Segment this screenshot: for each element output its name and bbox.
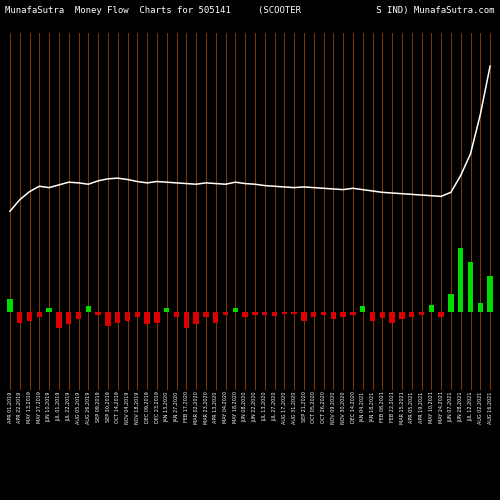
Bar [350,312,356,316]
Bar [27,312,32,320]
Bar [468,262,473,312]
Bar [242,312,248,317]
Bar [321,312,326,314]
Bar [438,312,444,317]
Bar [262,312,268,314]
Bar [105,312,110,326]
Bar [448,294,454,312]
Bar [144,312,150,324]
Bar [488,276,493,312]
Bar [419,312,424,316]
Bar [174,312,179,317]
Bar [86,306,91,312]
Bar [7,300,12,312]
Bar [213,312,218,322]
Bar [184,312,189,328]
Bar [428,304,434,312]
Bar [370,312,375,320]
Bar [115,312,120,322]
Bar [164,308,170,312]
Bar [17,312,22,322]
Bar [194,312,199,324]
Bar [478,303,483,312]
Bar [272,312,277,316]
Bar [232,308,238,312]
Bar [292,312,297,314]
Bar [96,312,101,316]
Text: MunafaSutra  Money Flow  Charts for 505141: MunafaSutra Money Flow Charts for 505141 [5,6,231,15]
Bar [330,312,336,319]
Bar [340,312,346,317]
Bar [76,312,81,319]
Bar [66,312,71,324]
Bar [311,312,316,317]
Bar [56,312,62,328]
Bar [282,312,287,314]
Bar [399,312,404,319]
Bar [409,312,414,317]
Bar [36,312,42,317]
Bar [380,312,385,318]
Bar [390,312,395,322]
Bar [125,312,130,320]
Bar [252,312,258,316]
Text: (SCOOTER              S IND) MunafaSutra.com: (SCOOTER S IND) MunafaSutra.com [258,6,495,15]
Bar [46,308,52,312]
Bar [154,312,160,322]
Bar [360,306,366,312]
Bar [301,312,306,320]
Bar [203,312,208,317]
Bar [134,312,140,317]
Bar [458,248,464,312]
Bar [223,312,228,316]
